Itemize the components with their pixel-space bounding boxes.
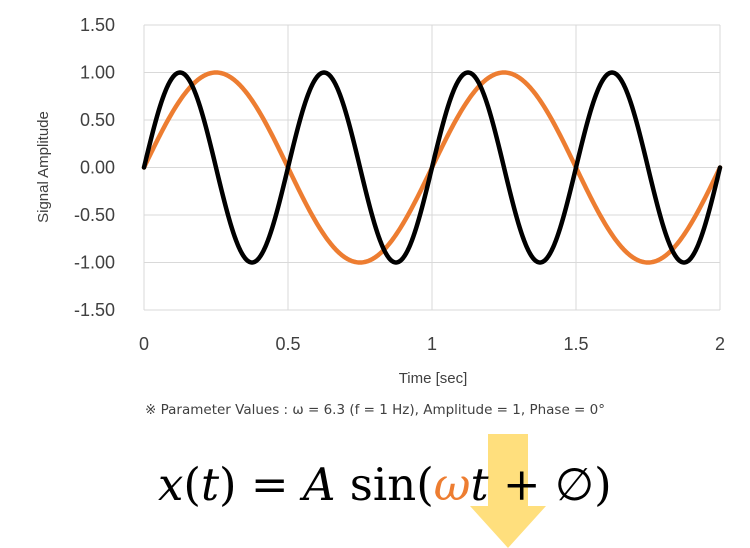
- chart-grid: [143, 24, 721, 311]
- formula-t: t: [470, 458, 489, 511]
- chart-series: [141, 70, 723, 265]
- formula-open: (: [183, 458, 201, 511]
- y-tick-label: 1.50: [80, 15, 115, 35]
- formula-t-arg: t: [200, 458, 220, 511]
- formula-plus: +: [488, 458, 555, 511]
- x-tick-label: 0.5: [275, 334, 300, 354]
- formula-sin: sin(: [335, 458, 434, 511]
- formula-omega: ω: [433, 458, 471, 511]
- chart-ticks: 1.50 1.00 0.50 0.00 -0.50 -1.00 -1.50 0 0.5 1 1.5 2: [74, 15, 725, 354]
- y-tick-label: -1.50: [74, 300, 115, 320]
- x-tick-label: 1.5: [563, 334, 588, 354]
- formula-equals: =: [236, 458, 303, 511]
- x-tick-label: 0: [139, 334, 149, 354]
- series-line-2hz: [141, 70, 723, 265]
- y-tick-label: -0.50: [74, 205, 115, 225]
- x-tick-label: 2: [715, 334, 725, 354]
- y-tick-label: 1.00: [80, 63, 115, 83]
- formula-amplitude: A: [302, 458, 336, 511]
- parameter-note: ※ Parameter Values : ω = 6.3 (f = 1 Hz),…: [145, 402, 605, 418]
- y-tick-label: -1.00: [74, 253, 115, 273]
- formula-close: ): [219, 458, 237, 511]
- x-axis-label: Time [sec]: [399, 370, 468, 387]
- y-axis-label: Signal Amplitude: [35, 111, 52, 223]
- formula-end: ): [594, 458, 612, 511]
- down-arrow-icon: [470, 434, 546, 548]
- y-tick-label: 0.50: [80, 110, 115, 130]
- sine-formula: x(t) = A sin(ωt + ∅): [158, 462, 612, 507]
- y-tick-label: 0.00: [80, 158, 115, 178]
- formula-x: x: [158, 458, 184, 511]
- formula-phase: ∅: [554, 458, 595, 511]
- x-tick-label: 1: [427, 334, 437, 354]
